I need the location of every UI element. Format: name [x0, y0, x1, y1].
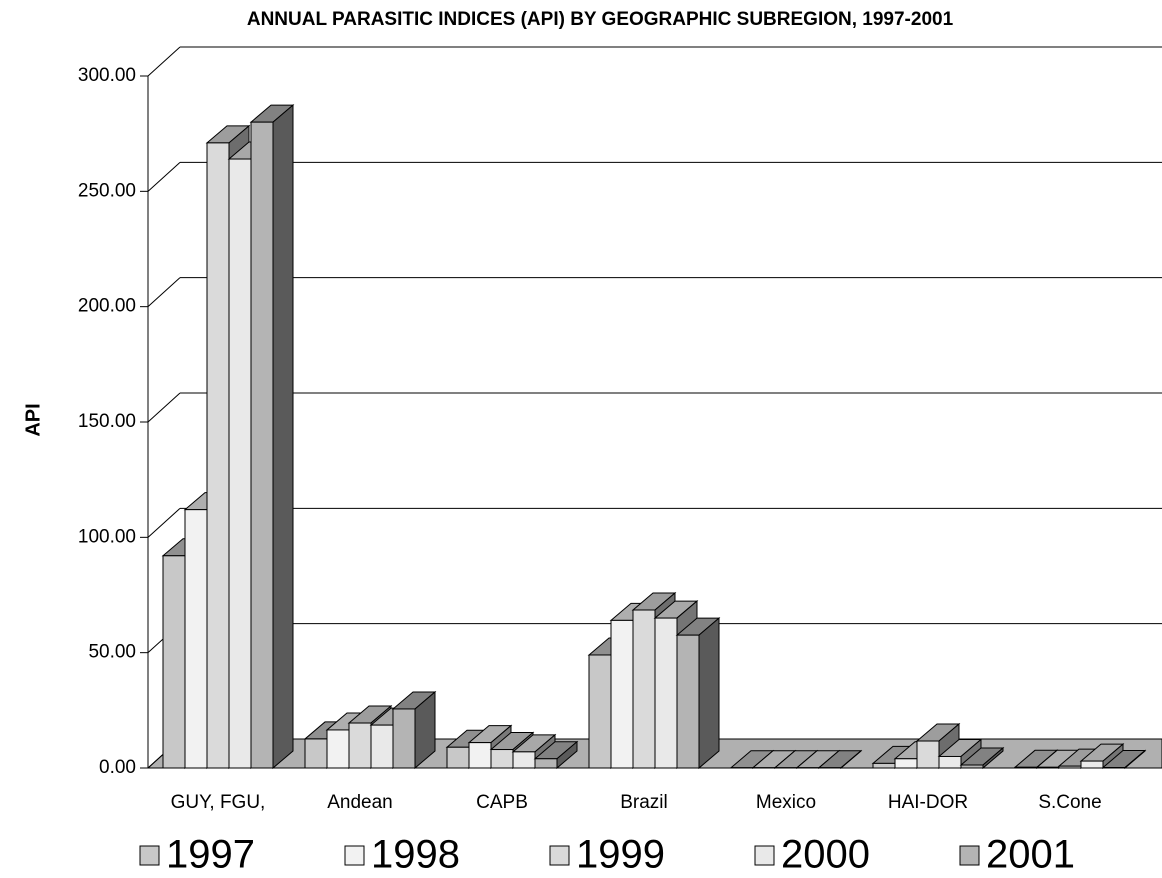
y-axis-label: API	[22, 403, 44, 436]
bar	[228, 158, 252, 769]
legend-swatch	[139, 845, 160, 866]
legend-swatch	[344, 845, 365, 866]
bar	[348, 722, 372, 769]
bar	[872, 762, 896, 769]
bar	[632, 609, 656, 769]
x-tick-label: Mexico	[756, 792, 816, 813]
bar	[1036, 766, 1060, 769]
bar	[206, 142, 230, 769]
grid-line	[147, 277, 181, 308]
bar	[654, 617, 678, 769]
legend-swatch	[959, 845, 980, 866]
bar	[304, 738, 328, 769]
bar	[392, 708, 416, 769]
legend-swatch	[754, 845, 775, 866]
x-tick-label: HAI-DOR	[888, 792, 968, 813]
bar	[588, 654, 612, 769]
y-tick-label: 250.00	[78, 180, 136, 201]
bar	[326, 729, 350, 769]
x-tick-label: S.Cone	[1038, 792, 1101, 813]
x-tick-label: Brazil	[620, 792, 668, 813]
bar	[676, 634, 700, 769]
grid-line	[147, 46, 181, 77]
y-tick-label: 300.00	[78, 65, 136, 86]
bar	[960, 764, 984, 769]
y-tick-label: 50.00	[88, 642, 136, 663]
bar	[250, 121, 274, 769]
y-tick-label: 100.00	[78, 526, 136, 547]
bar	[370, 724, 394, 769]
y-tick-label: 0.00	[99, 757, 136, 778]
grid-line	[147, 392, 181, 423]
bar	[1080, 760, 1104, 769]
bar	[184, 509, 208, 769]
bar	[534, 758, 558, 769]
bar	[894, 758, 918, 769]
chart-title: ANNUAL PARASITIC INDICES (API) BY GEOGRA…	[247, 9, 954, 30]
bar	[610, 619, 634, 769]
x-tick-label: GUY, FGU,	[171, 792, 266, 813]
bar	[490, 749, 514, 769]
x-tick-label: CAPB	[476, 792, 528, 813]
bar	[1014, 766, 1038, 769]
y-tick-label: 200.00	[78, 296, 136, 317]
bar	[916, 740, 940, 769]
bar	[512, 751, 536, 769]
bar	[938, 755, 962, 769]
legend-label: 1999	[576, 833, 665, 877]
bar-side	[272, 104, 294, 770]
legend-swatch	[549, 845, 570, 866]
bar	[446, 746, 470, 769]
y-tick-label: 150.00	[78, 411, 136, 432]
x-tick-label: Andean	[327, 792, 393, 813]
bar	[1058, 765, 1082, 769]
legend-label: 1998	[371, 833, 460, 877]
legend-label: 2000	[781, 833, 870, 877]
legend-label: 2001	[986, 833, 1075, 877]
grid-line	[147, 507, 181, 538]
bar	[468, 742, 492, 769]
bar	[162, 555, 186, 769]
bar-side	[698, 617, 720, 770]
legend-label: 1997	[166, 833, 255, 877]
grid-line	[147, 161, 181, 192]
